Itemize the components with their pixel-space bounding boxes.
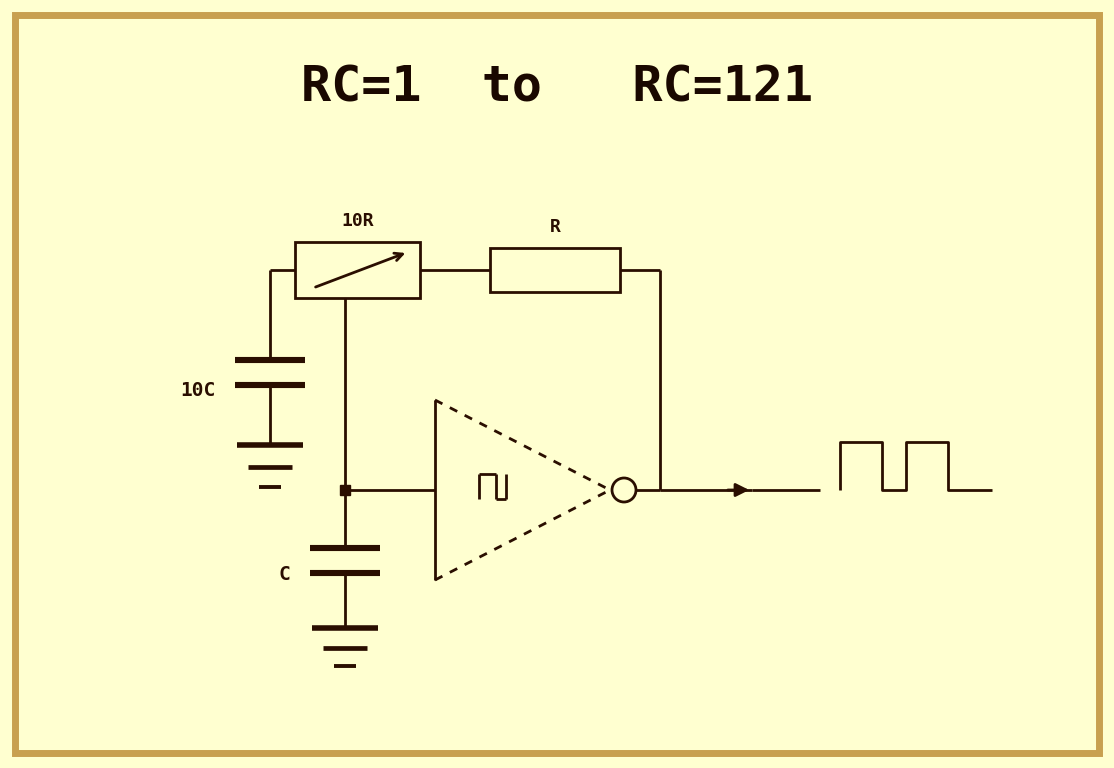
Text: R: R — [549, 218, 560, 236]
Circle shape — [612, 478, 636, 502]
Text: RC=1  to   RC=121: RC=1 to RC=121 — [301, 64, 813, 112]
Bar — [490, 248, 620, 292]
Bar — [295, 242, 420, 298]
Bar — [340, 485, 350, 495]
Text: C: C — [278, 565, 290, 584]
Text: 10R: 10R — [341, 212, 374, 230]
Text: 10C: 10C — [179, 380, 215, 399]
